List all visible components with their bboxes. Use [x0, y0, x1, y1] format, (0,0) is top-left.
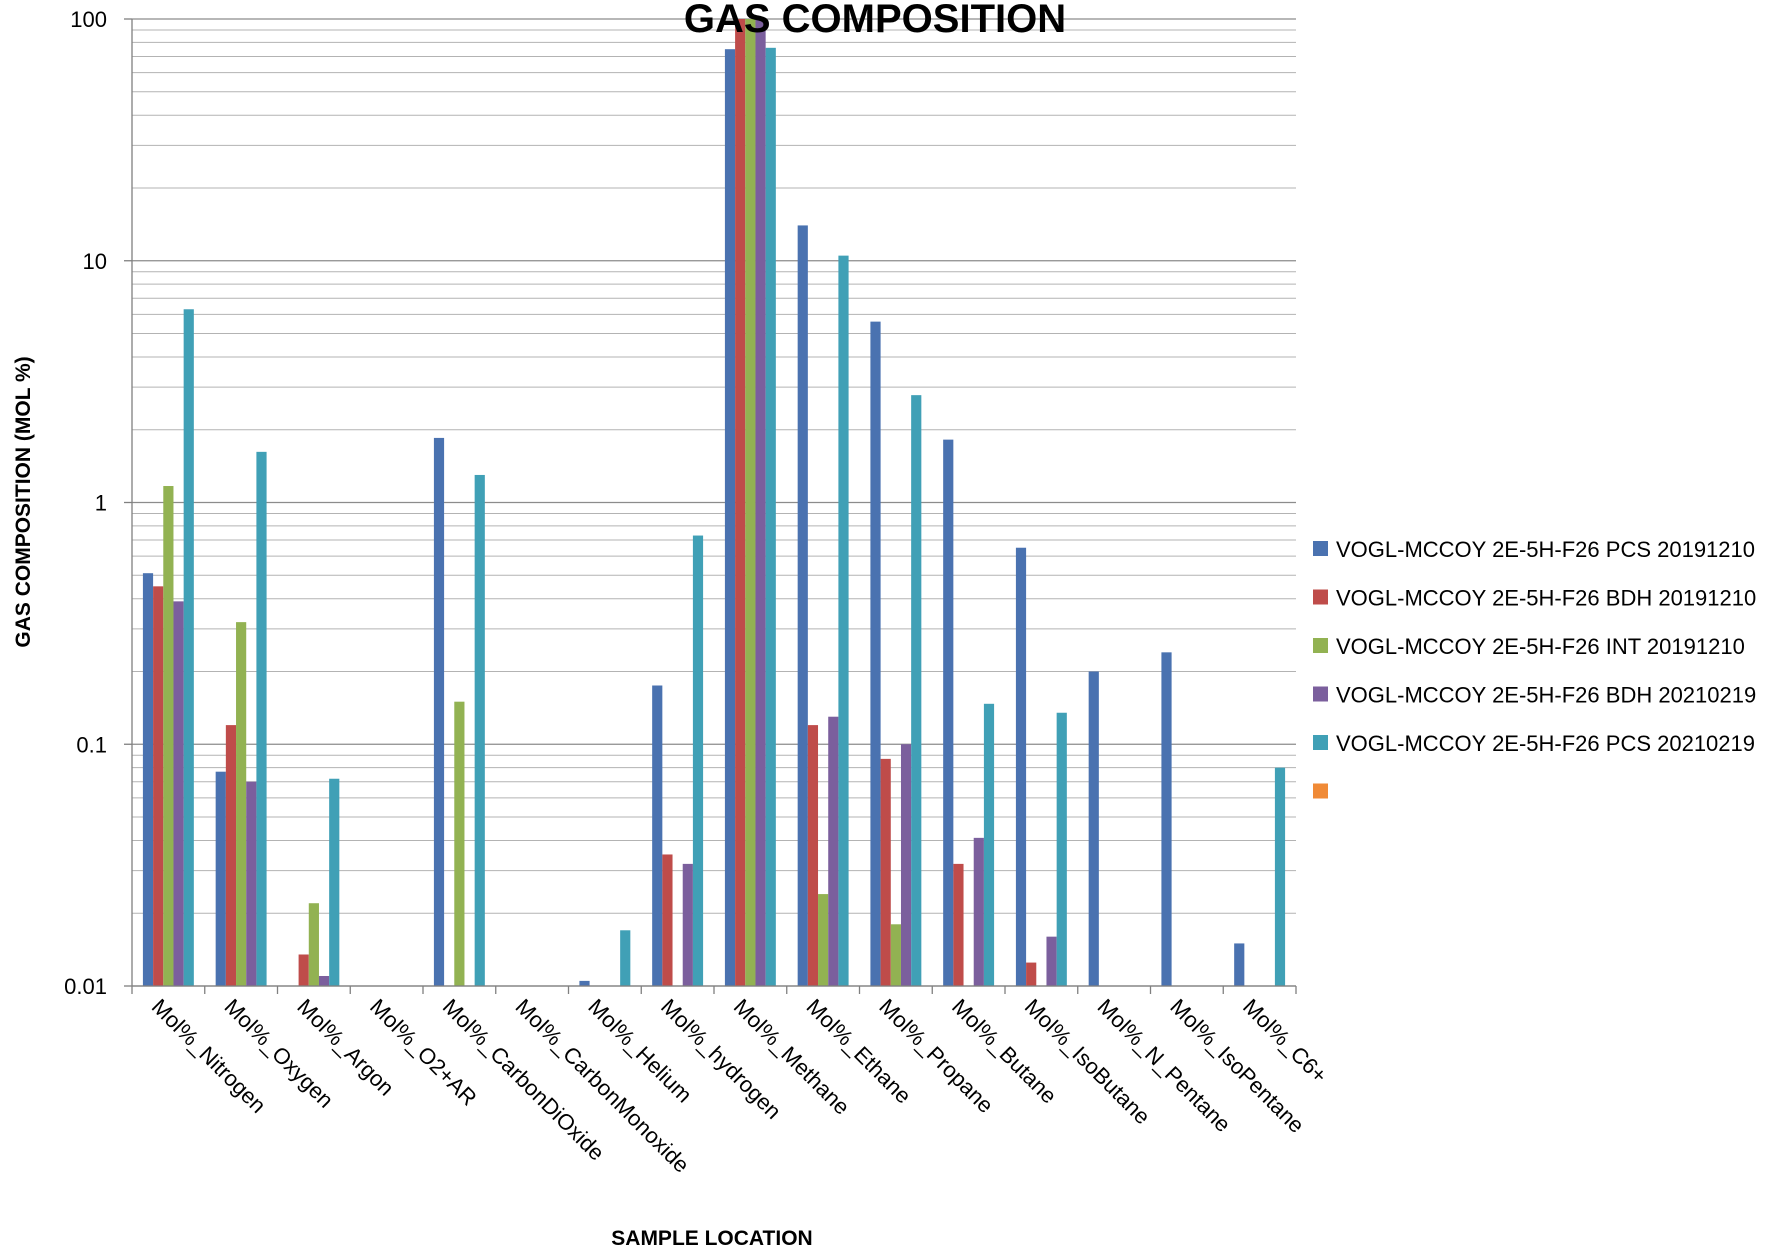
legend-swatch [1313, 686, 1328, 702]
bar [1274, 767, 1286, 986]
bar [163, 486, 174, 986]
y-tick-label: 10 [83, 249, 107, 274]
bar [890, 924, 901, 986]
bar [225, 725, 237, 986]
legend-label: VOGL-MCCOY 2E-5H-F26 BDH 20210219 [1336, 683, 1756, 708]
x-axis-title: SAMPLE LOCATION [611, 1227, 812, 1249]
bar [943, 439, 954, 986]
bar [682, 863, 693, 986]
bar [652, 685, 663, 986]
bar [765, 47, 776, 987]
legend-swatch [1313, 638, 1328, 653]
y-tick-label: 0.01 [64, 974, 107, 999]
x-tick-label: Mol%_IsoPentane [1165, 994, 1309, 1138]
bar [1161, 652, 1172, 986]
bar [474, 474, 485, 986]
bar [838, 255, 849, 986]
bar [433, 437, 445, 986]
legend-label: VOGL-MCCOY 2E-5H-F26 INT 20191210 [1336, 634, 1745, 659]
gridlines [132, 18, 1296, 987]
bar [735, 19, 746, 986]
y-tick-label: 100 [70, 7, 107, 32]
bar [828, 716, 839, 986]
bar [153, 586, 164, 986]
bar [807, 725, 819, 986]
legend-label: VOGL-MCCOY 2E-5H-F26 PCS 20210219 [1336, 731, 1755, 756]
bar [1088, 671, 1099, 986]
legend: VOGL-MCCOY 2E-5H-F26 PCS 20191210 VOGL-MC… [1313, 537, 1756, 799]
bar [142, 573, 154, 986]
bar [1056, 712, 1067, 986]
y-tick-label: 1 [95, 491, 107, 516]
bar [318, 975, 330, 986]
bar [1015, 547, 1027, 986]
legend-label: VOGL-MCCOY 2E-5H-F26 PCS 20191210 [1336, 537, 1755, 562]
y-axis-title: GAS COMPOSITION (MOL %) [12, 356, 35, 647]
bar [308, 903, 319, 986]
bar [745, 19, 756, 986]
bar [173, 601, 184, 986]
bars [142, 19, 1286, 987]
bar [870, 321, 881, 986]
bar [662, 854, 673, 986]
bar [246, 781, 257, 986]
bar [579, 980, 590, 986]
bar [1234, 943, 1245, 986]
bar [724, 49, 736, 987]
legend-swatch [1313, 735, 1328, 750]
legend-swatch [1313, 541, 1328, 556]
x-tick-label: Mol%_IsoButane [1020, 994, 1155, 1129]
y-tick-label: 0.1 [76, 732, 107, 757]
bar [183, 309, 194, 987]
chart-title: GAS COMPOSITION [684, 0, 1066, 41]
legend-swatch [1313, 783, 1328, 799]
bar [620, 930, 631, 986]
bar [983, 703, 995, 986]
bar [900, 744, 912, 986]
bar [797, 225, 808, 986]
bar [1026, 962, 1037, 986]
bar [215, 771, 226, 986]
bar [454, 701, 465, 986]
bar [329, 778, 340, 986]
bar [236, 622, 247, 986]
bar [298, 954, 309, 986]
legend-swatch [1313, 589, 1328, 605]
x-tick-label: Mol%_N_Pentane [1093, 994, 1236, 1137]
bar [911, 395, 922, 986]
bar [692, 535, 704, 986]
bar [973, 837, 984, 986]
bar [1046, 936, 1057, 986]
bar [953, 863, 964, 986]
bar [818, 894, 829, 986]
legend-label: VOGL-MCCOY 2E-5H-F26 BDH 20191210 [1336, 586, 1756, 611]
bar [256, 451, 267, 986]
bar [755, 19, 766, 986]
axes [124, 18, 1297, 994]
bar [880, 758, 891, 986]
